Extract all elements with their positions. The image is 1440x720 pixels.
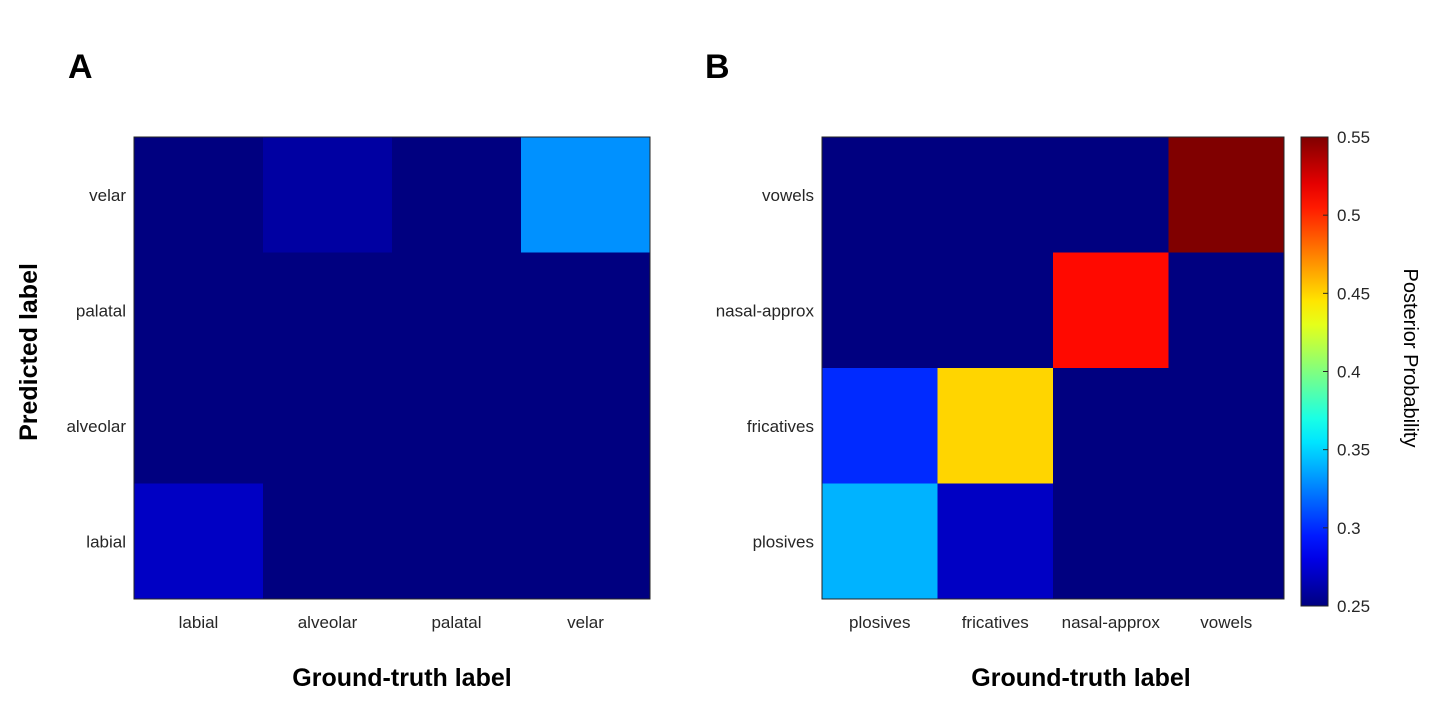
panel-a-cell [521, 137, 651, 253]
panel-a-y-tick-label: velar [89, 186, 126, 205]
colorbar-ticks: 0.25 0.3 0.35 0.4 0.45 0.5 0.55 [1323, 128, 1370, 616]
panel-a-y-tick-label: alveolar [66, 417, 126, 436]
panel-a-cell [263, 483, 393, 600]
colorbar-tick-label: 0.5 [1337, 206, 1361, 225]
panel-b-y-tick-label: plosives [753, 532, 814, 551]
panel-b-cell [1168, 368, 1285, 484]
panel-a-x-tick-label: alveolar [298, 613, 358, 632]
panel-b-y-ticks: vowels nasal-approx fricatives plosives [716, 186, 815, 552]
panel-b-x-tick-label: plosives [849, 613, 910, 632]
panel-b-cell [1053, 137, 1169, 253]
panel-b-cell [822, 252, 938, 369]
panel-a-cell [392, 252, 522, 369]
panel-a-cell [392, 368, 522, 484]
panel-a-cell [392, 483, 522, 600]
panel-a-cell [134, 483, 264, 600]
panel-a-cell [134, 368, 264, 484]
panel-b-letter: B [705, 48, 730, 86]
panel-b-x-tick-label: fricatives [962, 613, 1029, 632]
panel-b-cell [822, 483, 938, 600]
panel-b-cell [1053, 252, 1169, 369]
colorbar: 0.25 0.3 0.35 0.4 0.45 0.5 0.55 Posterior Prob… [1300, 128, 1421, 616]
panel-a-cell [521, 483, 651, 600]
panel-b-cell [822, 137, 938, 253]
panel-b-cell [937, 483, 1054, 600]
colorbar-tick-label: 0.45 [1337, 284, 1370, 303]
panel-b-x-axis-title: Ground-truth label [971, 664, 1190, 692]
panel-b-cells [821, 136, 1285, 600]
panel-b-cell [1168, 137, 1285, 253]
panel-a-x-tick-label: velar [567, 613, 604, 632]
colorbar-tick-label: 0.25 [1337, 597, 1370, 616]
panel-a-cell [521, 252, 651, 369]
panel-b: B plosives fricatives nasal-approx vowels v… [705, 48, 1285, 692]
panel-b-x-tick-label: vowels [1200, 613, 1252, 632]
colorbar-tick-label: 0.4 [1337, 363, 1361, 382]
panel-a-frame [133, 136, 651, 600]
panel-b-cell [1053, 368, 1169, 484]
panel-a-cell [263, 368, 393, 484]
panel-b-cell [1053, 483, 1169, 600]
panel-a-letter: A [68, 48, 93, 86]
panel-b-cell [937, 137, 1054, 253]
panel-b-cell [937, 368, 1054, 484]
panel-b-cell [1168, 483, 1285, 600]
panel-a-y-tick-label: labial [86, 532, 126, 551]
panel-b-y-tick-label: vowels [762, 186, 814, 205]
colorbar-tick-label: 0.35 [1337, 441, 1370, 460]
panel-b-cell [937, 252, 1054, 369]
panel-b-frame [821, 136, 1285, 600]
panel-a-cells [133, 136, 651, 600]
panel-a-x-tick-label: palatal [431, 613, 481, 632]
panel-a-cell [263, 252, 393, 369]
panel-b-cell [822, 368, 938, 484]
panel-b-x-tick-label: nasal-approx [1062, 613, 1161, 632]
panel-a-cell [134, 252, 264, 369]
panel-a-x-axis-title: Ground-truth label [292, 664, 511, 692]
panel-a-x-ticks: labial alveolar palatal velar [179, 613, 605, 632]
colorbar-tick-label: 0.3 [1337, 519, 1361, 538]
panel-b-y-tick-label: fricatives [747, 417, 814, 436]
panel-b-cell [1168, 252, 1285, 369]
panel-a-cell [263, 137, 393, 253]
panel-a-x-tick-label: labial [179, 613, 219, 632]
colorbar-tick-label: 0.55 [1337, 128, 1370, 147]
panel-a: A labial alveolar palatal velar velar palata… [15, 48, 651, 692]
panel-b-x-ticks: plosives fricatives nasal-approx vowels [849, 613, 1252, 632]
panel-a-y-ticks: velar palatal alveolar labial [66, 186, 126, 552]
panel-a-y-tick-label: palatal [76, 301, 126, 320]
panel-a-cell [134, 137, 264, 253]
panel-a-y-axis-title: Predicted label [15, 263, 43, 441]
colorbar-title: Posterior Probability [1399, 269, 1421, 448]
panel-a-cell [392, 137, 522, 253]
panel-b-y-tick-label: nasal-approx [716, 301, 815, 320]
panel-a-cell [521, 368, 651, 484]
